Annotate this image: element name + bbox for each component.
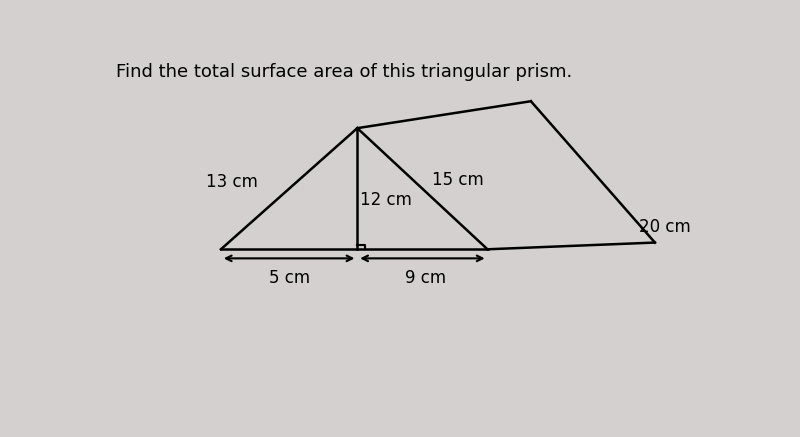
Text: 9 cm: 9 cm [405,270,446,288]
Text: 12 cm: 12 cm [360,191,412,209]
Text: 20 cm: 20 cm [639,218,691,236]
Text: 15 cm: 15 cm [432,171,483,189]
Text: 13 cm: 13 cm [206,173,258,191]
Text: Find the total surface area of this triangular prism.: Find the total surface area of this tria… [115,62,572,80]
Text: 5 cm: 5 cm [269,270,310,288]
